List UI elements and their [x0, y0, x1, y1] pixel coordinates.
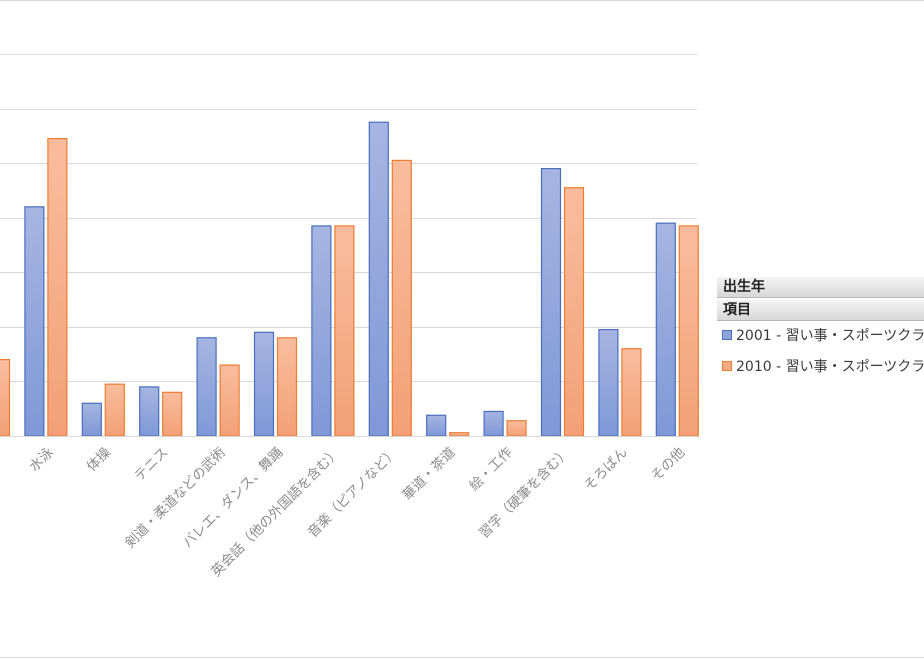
bar-2010[interactable] — [506, 420, 527, 437]
bar-2001[interactable] — [540, 168, 562, 437]
x-tick-labels: 水泳 体操 テニス剣道・柔道などの武術バレエ、ダンス、舞踊英会話（他の外国語を含む）… — [26, 444, 688, 580]
bar-2001[interactable] — [368, 121, 389, 437]
legend-label-2001: 2001 - 習い事・スポーツクラブ — [736, 328, 924, 344]
chart-bottom-border — [0, 657, 924, 658]
bar-2010[interactable] — [563, 187, 585, 437]
bar-2010[interactable] — [219, 364, 240, 437]
bar-2010[interactable] — [276, 337, 298, 437]
x-tick-label: 剣道・柔道などの武術 — [122, 445, 229, 552]
bar-2001[interactable] — [598, 328, 619, 437]
bar-2010[interactable] — [162, 391, 183, 437]
bars — [0, 121, 699, 437]
legend-entry-2001: 2001 - 習い事・スポーツクラブ — [717, 321, 924, 352]
bar-2001[interactable] — [139, 386, 160, 437]
bar-2010[interactable] — [391, 159, 412, 437]
x-tick-label: 体操 — [84, 444, 115, 475]
x-tick-label: テニス — [132, 445, 172, 485]
bar-2010[interactable] — [334, 225, 355, 437]
bar-2001[interactable] — [24, 206, 45, 437]
bar-2001[interactable] — [81, 402, 102, 437]
bar-2010[interactable] — [678, 225, 699, 437]
x-tick-label: 絵・工作 — [466, 445, 515, 494]
x-tick-label: バレエ、ダンス、舞踊 — [180, 445, 287, 552]
bar-2010[interactable] — [47, 137, 68, 437]
bar-2010[interactable] — [449, 432, 470, 437]
legend-swatch-2001 — [722, 330, 732, 340]
x-tick-label: そろばん — [581, 445, 630, 494]
x-tick-label: 水泳 — [26, 444, 57, 475]
x-tick-label: 華道・茶道 — [399, 445, 458, 504]
bar-2001[interactable] — [311, 225, 332, 437]
bar-2010[interactable] — [621, 348, 642, 437]
x-tick-label: その他 — [648, 445, 688, 485]
bar-2001[interactable] — [483, 410, 504, 437]
bar-2001[interactable] — [426, 414, 447, 437]
bar-2001[interactable] — [253, 331, 275, 437]
chart-top-border — [0, 0, 924, 1]
legend-label-2010: 2010 - 習い事・スポーツクラブ — [736, 359, 924, 375]
field-button-birth-year[interactable]: 出生年 — [717, 277, 924, 298]
bar-2001[interactable] — [655, 222, 676, 437]
bar-2010[interactable] — [0, 359, 11, 437]
legend: 出生年 項目 2001 - 習い事・スポーツクラブ 2010 - 習い事・スポー… — [717, 277, 924, 383]
legend-swatch-2010 — [722, 361, 732, 371]
bar-2001[interactable] — [196, 337, 217, 437]
legend-entry-2010: 2010 - 習い事・スポーツクラブ — [717, 352, 924, 383]
bar-2010[interactable] — [104, 383, 125, 437]
field-button-item[interactable]: 項目 — [717, 300, 924, 321]
